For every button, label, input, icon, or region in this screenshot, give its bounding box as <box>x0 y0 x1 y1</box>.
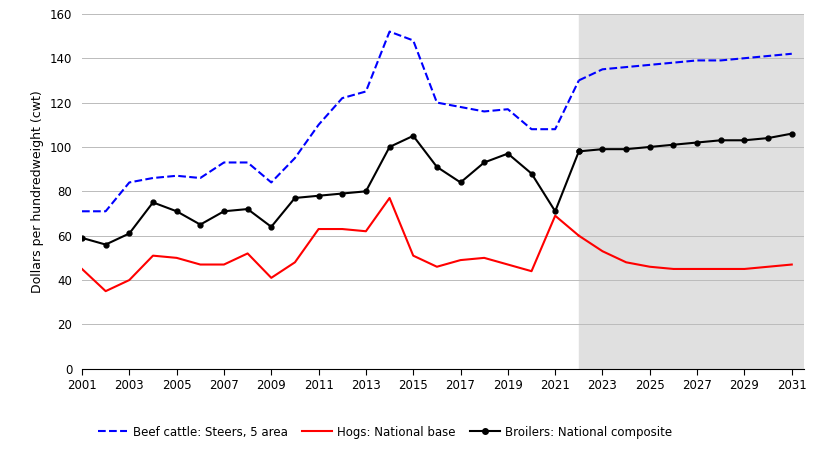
Bar <box>578 14 814 369</box>
Legend: Beef cattle: Steers, 5 area, Hogs: National base, Broilers: National composite: Beef cattle: Steers, 5 area, Hogs: Natio… <box>93 421 676 443</box>
Y-axis label: Dollars per hundredweight (cwt): Dollars per hundredweight (cwt) <box>31 90 44 293</box>
